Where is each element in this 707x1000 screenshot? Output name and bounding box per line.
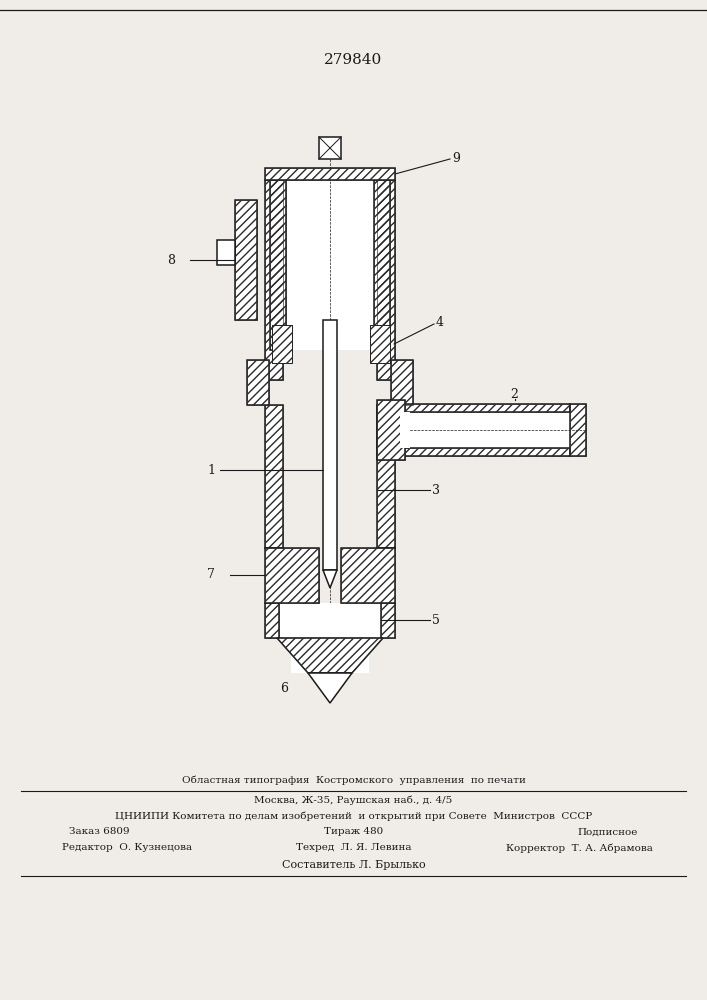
Text: Редактор  О. Кузнецова: Редактор О. Кузнецова: [62, 844, 192, 852]
Text: 6: 6: [280, 682, 288, 694]
Bar: [391, 360, 413, 405]
Bar: [377, 400, 405, 460]
Text: 2: 2: [510, 388, 518, 401]
Text: 279840: 279840: [324, 53, 382, 67]
Text: Областная типография  Костромского  управления  по печати: Областная типография Костромского управл…: [182, 775, 525, 785]
Bar: [395, 412, 570, 448]
Bar: [279, 603, 381, 638]
Bar: [217, 240, 235, 265]
Text: 4: 4: [436, 316, 444, 330]
Bar: [397, 448, 570, 456]
Bar: [570, 404, 586, 456]
Text: 7: 7: [207, 568, 215, 582]
Text: Москва, Ж-35, Раушская наб., д. 4/5: Москва, Ж-35, Раушская наб., д. 4/5: [255, 795, 452, 805]
Text: 8: 8: [167, 253, 175, 266]
Bar: [370, 325, 390, 363]
Text: Заказ 6809: Заказ 6809: [69, 828, 129, 836]
Bar: [397, 404, 570, 412]
Bar: [377, 400, 405, 460]
Bar: [265, 603, 279, 638]
Bar: [381, 603, 395, 638]
Bar: [570, 404, 586, 456]
Text: Техред  Л. Я. Левина: Техред Л. Я. Левина: [296, 844, 411, 852]
Bar: [341, 548, 395, 603]
Bar: [272, 325, 292, 363]
Bar: [374, 180, 390, 350]
Bar: [247, 360, 269, 405]
Polygon shape: [323, 570, 337, 588]
Bar: [265, 405, 283, 548]
Text: 3: 3: [432, 484, 440, 496]
Bar: [323, 320, 337, 570]
Text: ЦНИИПИ Комитета по делам изобретений  и открытий при Совете  Министров  СССР: ЦНИИПИ Комитета по делам изобретений и о…: [115, 811, 592, 821]
Text: 9: 9: [452, 151, 460, 164]
Bar: [291, 638, 369, 673]
Text: Подписное: Подписное: [578, 828, 638, 836]
Text: Составитель Л. Брылько: Составитель Л. Брылько: [281, 860, 426, 870]
Bar: [377, 180, 395, 380]
Bar: [377, 405, 395, 548]
Bar: [265, 548, 319, 603]
Bar: [377, 180, 395, 380]
Bar: [391, 360, 413, 405]
Bar: [265, 180, 283, 380]
Bar: [270, 180, 286, 350]
Bar: [265, 548, 319, 603]
Polygon shape: [277, 638, 383, 673]
Bar: [265, 405, 283, 548]
Bar: [265, 168, 395, 180]
Text: 1: 1: [207, 464, 215, 477]
Bar: [374, 180, 390, 350]
Bar: [381, 603, 395, 638]
Bar: [265, 603, 279, 638]
Bar: [286, 180, 374, 350]
Bar: [319, 137, 341, 159]
Bar: [265, 168, 395, 180]
Text: Корректор  Т. А. Абрамова: Корректор Т. А. Абрамова: [506, 843, 653, 853]
Bar: [272, 325, 292, 363]
Bar: [397, 448, 570, 456]
Bar: [397, 404, 570, 412]
Bar: [341, 548, 395, 603]
Bar: [265, 180, 283, 380]
Bar: [235, 200, 257, 320]
Bar: [377, 405, 395, 548]
Bar: [270, 180, 286, 350]
Bar: [400, 412, 410, 448]
Bar: [235, 200, 257, 320]
Text: 5: 5: [432, 613, 440, 626]
Bar: [370, 325, 390, 363]
Text: Тираж 480: Тираж 480: [324, 828, 383, 836]
Polygon shape: [308, 673, 352, 703]
Bar: [247, 360, 269, 405]
